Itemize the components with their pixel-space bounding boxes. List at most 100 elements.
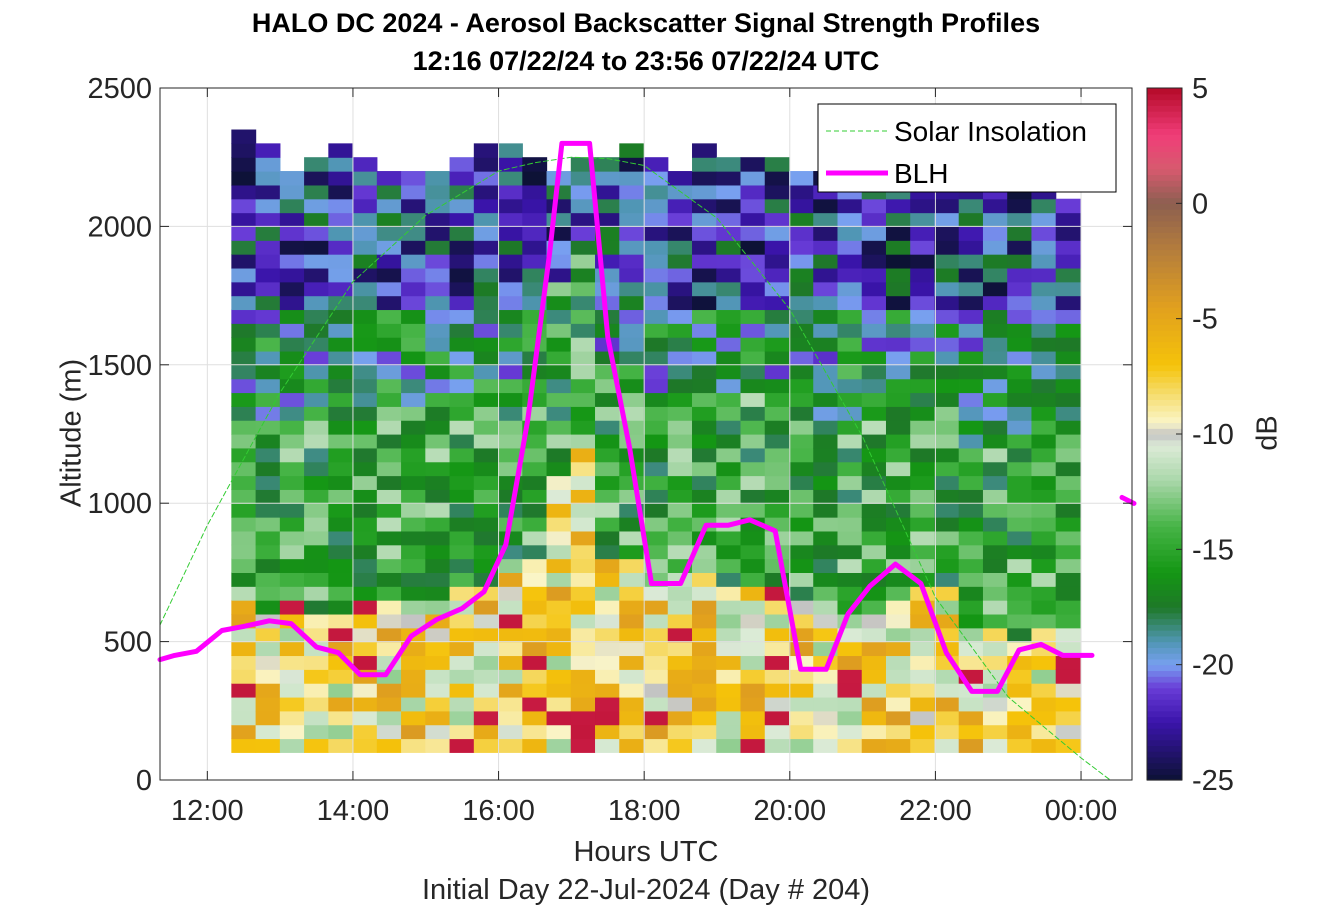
heatmap-cell (910, 364, 936, 380)
heatmap-cell (376, 240, 402, 255)
heatmap-cell (570, 600, 596, 615)
heatmap-cell (643, 240, 669, 255)
colorbar-segment (1147, 382, 1182, 389)
heatmap-cell (885, 572, 911, 587)
heatmap-cell (1055, 738, 1081, 753)
heatmap-cell (595, 641, 620, 657)
colorbar-tick-label: 0 (1192, 188, 1208, 220)
heatmap-cell (425, 323, 451, 338)
heatmap-cell (885, 724, 911, 740)
heatmap-cell (546, 544, 572, 560)
colorbar-segment (1147, 145, 1182, 153)
heatmap-cell (764, 600, 790, 615)
heatmap-cell (692, 738, 717, 753)
heatmap-cell (231, 503, 257, 518)
heatmap-cell (861, 475, 887, 490)
heatmap-cell (401, 364, 426, 380)
heatmap-cell (861, 683, 887, 698)
heatmap-cell (255, 309, 281, 324)
heatmap-cell (352, 475, 378, 490)
heatmap-cell (1055, 337, 1081, 352)
heatmap-cell (570, 350, 596, 366)
heatmap-cell (449, 406, 475, 421)
heatmap-cell (231, 337, 257, 352)
heatmap-cell (789, 281, 814, 297)
heatmap-cell (837, 420, 863, 435)
heatmap-cell (740, 350, 766, 366)
heatmap-cell (522, 198, 548, 214)
heatmap-cell (1007, 530, 1033, 546)
heatmap-cell (401, 267, 426, 283)
heatmap-cell (837, 530, 863, 546)
colorbar-segment (1147, 474, 1182, 481)
heatmap-cell (473, 489, 499, 504)
heatmap-cell (958, 503, 984, 518)
heatmap-cell (279, 572, 305, 587)
heatmap-cell (982, 710, 1008, 726)
heatmap-cell (425, 364, 451, 380)
heatmap-cell (328, 544, 354, 560)
heatmap-cell (328, 503, 354, 518)
colorbar-segment (1147, 658, 1182, 666)
heatmap-cell (595, 572, 620, 587)
heatmap-cell (231, 129, 257, 144)
heatmap-cell (498, 627, 523, 643)
heatmap-cell (255, 254, 281, 269)
heatmap-cell (910, 295, 936, 311)
heatmap-cell (910, 378, 936, 394)
heatmap-cell (231, 544, 257, 560)
heatmap-cell (764, 613, 790, 629)
heatmap-cell (498, 420, 523, 435)
heatmap-cell (643, 392, 669, 407)
heatmap-cell (934, 420, 960, 435)
heatmap-cell (279, 503, 305, 518)
heatmap-cell (958, 544, 984, 560)
heatmap-cell (401, 184, 426, 200)
heatmap-cell (449, 696, 475, 712)
heatmap-cell (692, 337, 717, 352)
heatmap-cell (764, 323, 790, 338)
heatmap-cell (813, 683, 839, 698)
heatmap-cell (861, 530, 887, 546)
heatmap-cell (861, 503, 887, 518)
heatmap-cell (910, 309, 936, 324)
heatmap-cell (376, 738, 402, 753)
heatmap-cell (328, 724, 354, 740)
heatmap-cell (425, 710, 451, 726)
heatmap-cell (376, 613, 402, 629)
heatmap-cell (643, 406, 669, 421)
heatmap-cell (376, 683, 402, 698)
heatmap-cell (958, 378, 984, 394)
heatmap-cell (473, 309, 499, 324)
heatmap-cell (522, 627, 548, 643)
heatmap-cell (595, 489, 620, 504)
heatmap-cell (304, 696, 329, 712)
heatmap-cell (279, 683, 305, 698)
heatmap-cell (934, 392, 960, 407)
heatmap-cell (667, 281, 693, 297)
heatmap-cell (255, 475, 281, 490)
heatmap-cell (813, 309, 839, 324)
heatmap-cell (279, 240, 305, 255)
heatmap-cell (934, 530, 960, 546)
heatmap-cell (255, 295, 281, 311)
heatmap-cell (1007, 226, 1033, 241)
heatmap-cell (643, 669, 669, 684)
heatmap-cell (231, 447, 257, 463)
heatmap-cell (837, 295, 863, 311)
heatmap-cell (958, 627, 984, 643)
heatmap-cell (1031, 254, 1057, 269)
heatmap-cell (522, 489, 548, 504)
heatmap-cell (328, 600, 354, 615)
heatmap-cell (861, 267, 887, 283)
heatmap-cell (885, 267, 911, 283)
heatmap-cell (1055, 544, 1081, 560)
heatmap-cell (910, 627, 936, 643)
heatmap-cell (885, 406, 911, 421)
heatmap-cell (304, 655, 329, 670)
heatmap-cell (546, 447, 572, 463)
heatmap-cell (837, 323, 863, 338)
heatmap-cell (934, 475, 960, 490)
heatmap-cell (813, 392, 839, 407)
heatmap-cell (279, 184, 305, 200)
